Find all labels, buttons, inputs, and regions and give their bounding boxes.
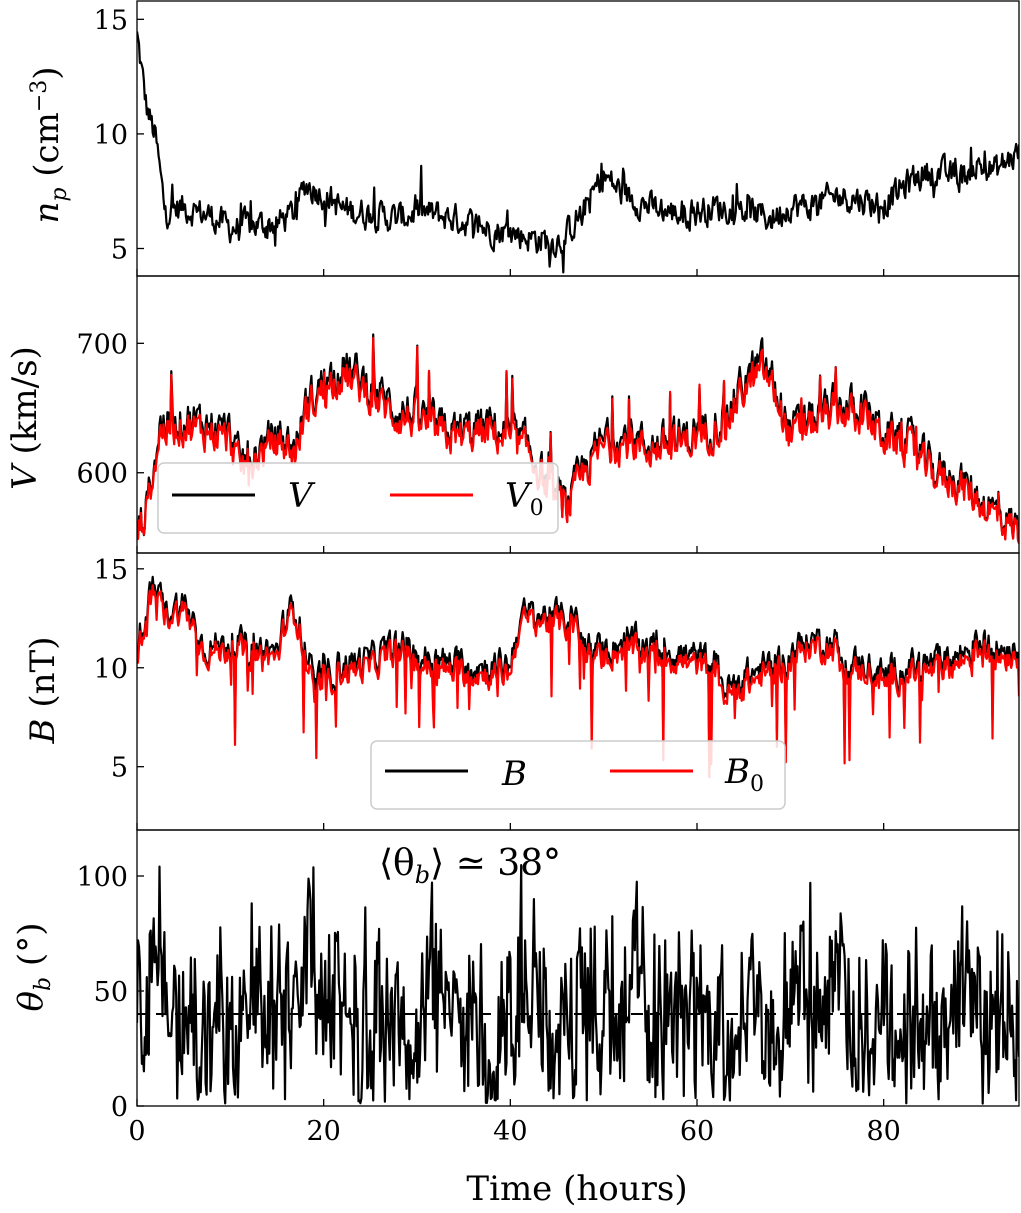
ylabel-b: B (nT) [23,637,63,745]
panel-proton-density: 5 10 15 [94,0,1020,277]
series-line-b0 [137,584,1019,779]
y-tick-label: 10 [94,120,128,151]
y-tick-label: 10 [94,654,128,685]
axes-frame [136,829,1020,1107]
y-tick-label: 0 [111,1092,128,1123]
y-tick-label: 5 [111,753,128,784]
x-tick-label: 20 [306,1116,340,1147]
legend-label-b: B [501,754,527,794]
y-tick-label: 5 [111,235,128,266]
y-tick-label: 15 [94,5,128,36]
series-line-panel4 [137,864,1019,1105]
x-tick-label: 0 [128,1116,145,1147]
y-tick-label: 50 [94,977,128,1008]
legend-label-v: V [288,476,316,516]
x-tick-label: 80 [866,1116,900,1147]
theta-mean-annotation: ⟨θb⟩ ≃ 38° [379,843,561,889]
series-line-panel1 [137,31,1019,274]
legend-magnetic: B B0 [370,740,786,810]
panel-theta-b: 0 50 100 0 20 40 60 80 [76,829,1020,1147]
x-tick-label: 40 [493,1116,527,1147]
ylabel-theta: θb (°) [11,923,56,1012]
y-tick-label: 600 [76,459,128,490]
ylabel-v: V (km/s) [5,346,45,490]
axes-frame [136,0,1020,277]
legend-velocity: V V0 [157,462,559,534]
legend-label-b0: B0 [724,752,764,797]
y-tick-label: 100 [76,862,128,893]
panel-magnetic-field: 5 10 15 [94,552,1020,831]
legend-label-v0: V0 [505,476,544,521]
y-tick-label: 15 [94,555,128,586]
x-tick-label: 60 [680,1116,714,1147]
series-line-b [137,575,1019,760]
y-tick-label: 700 [76,329,128,360]
ylabel-np: np (cm−3) [27,66,72,223]
series-line-v0 [137,336,1019,544]
xlabel-time: Time (hours) [466,1169,687,1209]
